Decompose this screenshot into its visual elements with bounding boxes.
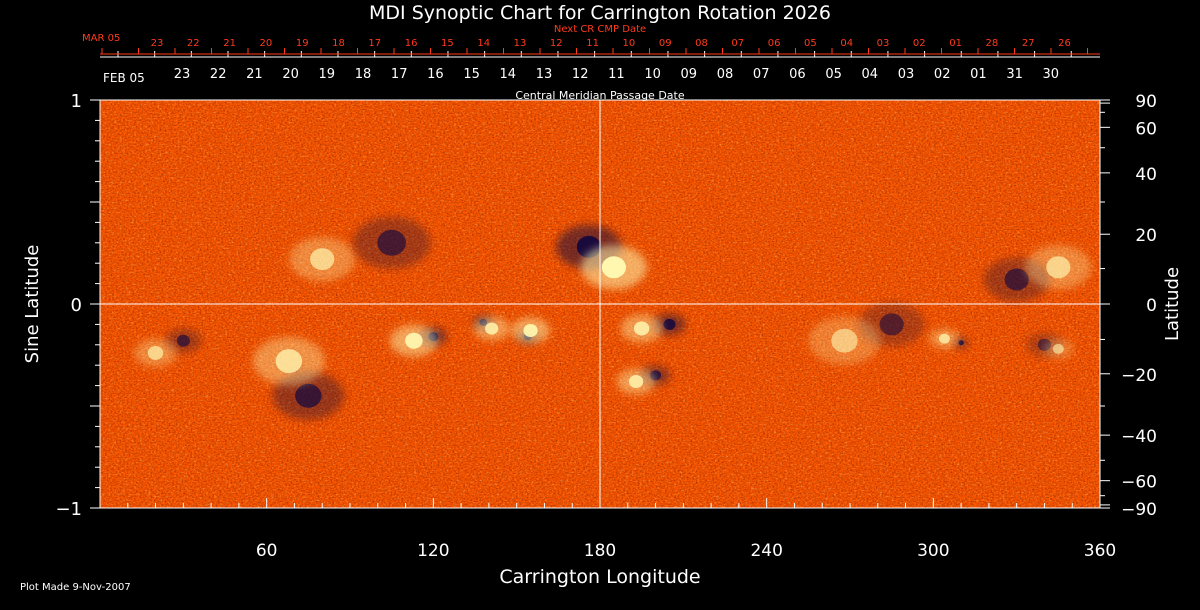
active-region-positive	[511, 317, 551, 344]
cmp-date-label: 06	[789, 67, 806, 82]
cmp-axis-label: Central Meridian Passage Date	[515, 89, 684, 102]
cmp-date-label: 22	[210, 67, 227, 82]
next-cmp-date-label: 07	[731, 38, 744, 49]
y-axis-label-right: Latitude	[1162, 267, 1183, 341]
crosshair-lines	[100, 100, 1100, 508]
next-cmp-date-label: 10	[623, 38, 636, 49]
cmp-date-label: 07	[753, 67, 770, 82]
next-cmp-date-label: 15	[441, 38, 454, 49]
cmp-date-label: 04	[862, 67, 879, 82]
y-tick-label-right: −60	[1121, 473, 1157, 493]
active-region-positive	[808, 316, 881, 365]
y-tick-label-left: 1	[71, 91, 82, 112]
x-tick-label: 360	[1084, 541, 1116, 561]
next-cmp-date-label: 20	[260, 38, 273, 49]
next-cmp-date-label: 09	[659, 38, 672, 49]
y-tick-label-right: 20	[1135, 226, 1157, 246]
cmp-start-label: FEB 05	[103, 71, 145, 85]
cmp-date-label: 05	[825, 67, 842, 82]
next-cmp-date-label: 06	[768, 38, 781, 49]
cmp-date-label: 10	[644, 67, 661, 82]
y-tick-label-right: 0	[1146, 296, 1157, 316]
active-region-positive	[252, 337, 325, 386]
cmp-date-label: 01	[970, 67, 987, 82]
active-region-positive	[616, 368, 656, 395]
next-cmp-date-label: 11	[586, 38, 599, 49]
cmp-date-label: 13	[536, 67, 553, 82]
x-tick-label: 120	[417, 541, 449, 561]
next-cmp-start-label: MAR 05	[82, 33, 120, 44]
x-tick-label: 180	[584, 541, 616, 561]
next-cmp-date-label: 18	[332, 38, 345, 49]
active-region-positive	[1043, 338, 1074, 359]
cmp-date-label: 12	[572, 67, 589, 82]
chart-title: MDI Synoptic Chart for Carrington Rotati…	[369, 2, 831, 24]
active-region-positive	[1025, 245, 1092, 290]
cmp-date-label: 17	[391, 67, 408, 82]
next-cmp-label: Next CR CMP Date	[554, 24, 646, 35]
next-cmp-date-label: 17	[368, 38, 381, 49]
y-tick-label-right: −20	[1121, 366, 1157, 386]
y-tick-label-right: −40	[1121, 427, 1157, 447]
next-cmp-date-label: 04	[840, 38, 853, 49]
x-axis-label: Carrington Longitude	[499, 566, 700, 588]
cmp-date-label: 18	[355, 67, 372, 82]
next-cmp-date-label: 27	[1022, 38, 1035, 49]
y-tick-label-right: 90	[1135, 92, 1157, 112]
cmp-date-label: 31	[1006, 67, 1023, 82]
active-region-positive	[580, 245, 647, 290]
x-tick-label: 300	[917, 541, 949, 561]
cmp-date-label: 09	[681, 67, 698, 82]
plot-footer: Plot Made 9-Nov-2007	[20, 582, 131, 593]
cmp-date-label: 23	[174, 67, 191, 82]
y-tick-label-right: 60	[1135, 119, 1157, 139]
next-cmp-date-label: 28	[986, 38, 999, 49]
cmp-date-label: 03	[898, 67, 915, 82]
cmp-date-label: 02	[934, 67, 951, 82]
next-cmp-date-label: 03	[877, 38, 890, 49]
cmp-date-label: 30	[1043, 67, 1060, 82]
next-cmp-date-label: 16	[405, 38, 418, 49]
active-region-positive	[620, 314, 663, 343]
active-region-positive	[929, 328, 960, 349]
next-cmp-date-label: 02	[913, 38, 926, 49]
next-cmp-date-label: 14	[477, 38, 490, 49]
next-cmp-date-label: 01	[949, 38, 962, 49]
next-cmp-date-label: 21	[223, 38, 236, 49]
x-tick-label: 240	[750, 541, 782, 561]
x-tick-label: 60	[256, 541, 278, 561]
next-cmp-date-label: 22	[187, 38, 200, 49]
y-tick-label-right: −90	[1121, 500, 1157, 520]
next-cmp-date-label: 19	[296, 38, 309, 49]
next-cmp-date-label: 13	[514, 38, 527, 49]
active-region-negative	[352, 216, 431, 269]
y-tick-label-left: 0	[71, 295, 82, 316]
cmp-date-label: 15	[463, 67, 480, 82]
y-tick-label-left: −1	[55, 499, 82, 520]
next-cmp-date-label: 12	[550, 38, 563, 49]
next-cmp-date-label: 26	[1058, 38, 1071, 49]
cmp-date-label: 19	[319, 67, 336, 82]
next-cmp-date-label: 05	[804, 38, 817, 49]
cmp-date-label: 20	[282, 67, 299, 82]
axes: 60 120 180 240 300 36010−1906040200−20−40−60−…	[55, 33, 1157, 561]
active-region-positive	[389, 324, 438, 357]
y-tick-label-right: 40	[1135, 165, 1157, 185]
active-region-positive	[473, 316, 510, 341]
active-regions	[134, 216, 1092, 420]
cmp-date-label: 08	[717, 67, 734, 82]
active-region-positive	[289, 237, 356, 282]
active-region-positive	[134, 338, 177, 367]
next-cmp-date-label: 08	[695, 38, 708, 49]
next-cmp-date-label: 23	[151, 38, 164, 49]
cmp-date-label: 16	[427, 67, 444, 82]
cmp-date-label: 14	[500, 67, 517, 82]
y-axis-label-left: Sine Latitude	[22, 245, 43, 364]
cmp-date-label: 21	[246, 67, 263, 82]
cmp-date-label: 11	[608, 67, 625, 82]
